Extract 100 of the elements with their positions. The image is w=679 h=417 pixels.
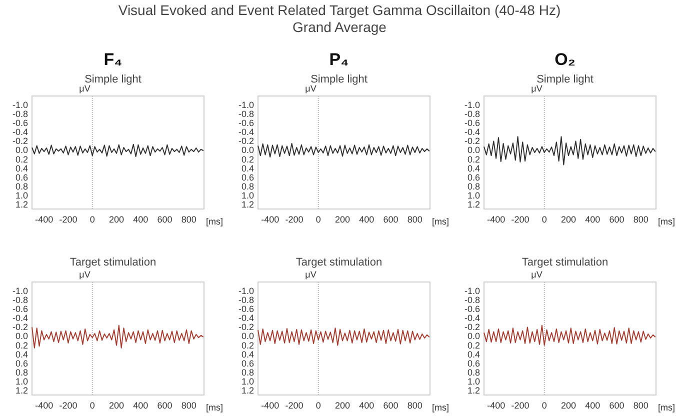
x-tick-label: 0 bbox=[90, 400, 95, 410]
y-tick-label: -1.0 bbox=[12, 286, 28, 296]
x-tick-label: 200 bbox=[334, 214, 350, 224]
text: Grand Average bbox=[292, 19, 388, 36]
x-tick-label: 600 bbox=[157, 214, 172, 224]
y-tick-label: 0.0 bbox=[15, 145, 28, 156]
y-tick-label: -0.4 bbox=[238, 127, 254, 138]
y-tick-label: -0.2 bbox=[238, 322, 254, 332]
chart-title: Target stimulation bbox=[522, 256, 608, 268]
x-tick-label: 600 bbox=[609, 400, 624, 410]
y-tick-label: 0.0 bbox=[15, 331, 28, 342]
y-tick-label: -0.8 bbox=[238, 295, 254, 306]
y-tick-label: -0.4 bbox=[12, 127, 28, 138]
y-tick-label: 0.2 bbox=[15, 340, 28, 350]
y-tick-label: 0.2 bbox=[467, 154, 480, 164]
x-tick-label: 200 bbox=[560, 214, 576, 224]
x-tick-label: -400 bbox=[35, 214, 54, 224]
x-tick-label: 400 bbox=[359, 400, 374, 410]
y-tick-label: 0.8 bbox=[15, 181, 28, 192]
x-tick-label: -200 bbox=[285, 400, 304, 410]
y-tick-label: 1.2 bbox=[467, 385, 480, 396]
x-tick-label: 600 bbox=[383, 400, 398, 410]
x-tick-label: 800 bbox=[181, 400, 196, 410]
y-tick-label: -0.6 bbox=[464, 118, 480, 128]
x-tick-label: 400 bbox=[359, 214, 374, 224]
y-tick-label: -0.4 bbox=[464, 127, 480, 138]
y-tick-label: 1.2 bbox=[467, 199, 480, 210]
x-tick-label: -400 bbox=[487, 214, 506, 224]
y-tick-label: 0.8 bbox=[241, 181, 254, 192]
x-tick-label: 400 bbox=[133, 400, 148, 410]
chart-subtitle: Simple light bbox=[310, 74, 368, 86]
chart-title: Target stimulation bbox=[296, 256, 382, 268]
y-tick-label: -0.8 bbox=[238, 109, 254, 120]
x-tick-label: -200 bbox=[285, 214, 304, 224]
x-axis-title: [ms] bbox=[658, 216, 675, 226]
line-series bbox=[484, 324, 656, 346]
chart-title: F₄ bbox=[104, 50, 122, 69]
x-tick-label: 600 bbox=[609, 214, 624, 224]
y-tick-label: -0.4 bbox=[12, 313, 28, 324]
y-tick-label: 0.6 bbox=[15, 358, 28, 368]
x-tick-label: 0 bbox=[542, 214, 547, 224]
y-tick-label: -0.4 bbox=[238, 313, 254, 324]
y-tick-label: 0.2 bbox=[241, 340, 254, 350]
x-tick-label: 0 bbox=[316, 400, 321, 410]
y-tick-label: 0.8 bbox=[467, 367, 480, 378]
y-tick-label: -0.8 bbox=[12, 295, 28, 306]
x-axis-title: [ms] bbox=[432, 216, 449, 226]
y-axis-title: μV bbox=[79, 270, 90, 280]
x-tick-label: -400 bbox=[35, 400, 54, 410]
y-axis-title: μV bbox=[79, 84, 90, 94]
x-tick-label: 400 bbox=[585, 400, 600, 410]
y-tick-label: 1.0 bbox=[467, 190, 480, 200]
y-tick-label: 0.6 bbox=[241, 358, 254, 368]
x-tick-label: -200 bbox=[511, 400, 530, 410]
y-tick-label: 0.6 bbox=[241, 172, 254, 182]
x-axis-title: [ms] bbox=[658, 402, 675, 412]
x-tick-label: 400 bbox=[133, 214, 148, 224]
y-tick-label: 0.4 bbox=[467, 349, 480, 360]
y-tick-label: 0.0 bbox=[241, 331, 254, 342]
x-tick-label: 200 bbox=[334, 400, 350, 410]
y-tick-label: 1.2 bbox=[15, 385, 28, 396]
x-tick-label: 200 bbox=[108, 400, 124, 410]
y-tick-label: 1.0 bbox=[15, 376, 28, 386]
y-tick-label: 0.2 bbox=[241, 154, 254, 164]
y-tick-label: -0.2 bbox=[12, 136, 28, 146]
y-tick-label: -0.2 bbox=[12, 322, 28, 332]
y-axis-title: μV bbox=[531, 270, 542, 280]
y-tick-label: 0.6 bbox=[467, 358, 480, 368]
x-tick-label: 800 bbox=[407, 400, 422, 410]
y-tick-label: -0.6 bbox=[12, 304, 28, 314]
y-tick-label: 0.2 bbox=[467, 340, 480, 350]
y-tick-label: -0.8 bbox=[464, 295, 480, 306]
text: Visual Evoked and Event Related Target Gamma Oscillaiton (40-48 Hz) bbox=[117, 2, 562, 19]
x-tick-label: 400 bbox=[585, 214, 600, 224]
y-tick-label: 1.0 bbox=[241, 376, 254, 386]
y-tick-label: -0.2 bbox=[464, 136, 480, 146]
y-tick-label: 0.4 bbox=[241, 349, 254, 360]
chart-subtitle: Simple light bbox=[84, 74, 142, 86]
y-tick-label: 0.6 bbox=[467, 172, 480, 182]
y-axis-title: μV bbox=[305, 270, 316, 280]
line-series bbox=[484, 136, 656, 166]
y-tick-label: -0.2 bbox=[238, 136, 254, 146]
line-series bbox=[32, 144, 204, 158]
x-tick-label: 600 bbox=[157, 400, 172, 410]
y-tick-label: 0.4 bbox=[15, 163, 28, 174]
y-tick-label: -1.0 bbox=[464, 100, 480, 110]
x-axis-title: [ms] bbox=[432, 402, 449, 412]
x-tick-label: -200 bbox=[59, 400, 78, 410]
y-tick-label: -0.6 bbox=[12, 118, 28, 128]
y-tick-label: 0.0 bbox=[241, 145, 254, 156]
y-axis-title: μV bbox=[531, 84, 542, 94]
y-tick-label: 0.4 bbox=[15, 349, 28, 360]
y-tick-label: 1.2 bbox=[241, 385, 254, 396]
line-series bbox=[32, 324, 204, 348]
y-tick-label: 0.0 bbox=[467, 331, 480, 342]
x-tick-label: -200 bbox=[59, 214, 78, 224]
y-tick-label: -0.6 bbox=[238, 118, 254, 128]
x-tick-label: 200 bbox=[560, 400, 576, 410]
y-tick-label: -0.8 bbox=[12, 109, 28, 120]
y-tick-label: -0.2 bbox=[464, 322, 480, 332]
